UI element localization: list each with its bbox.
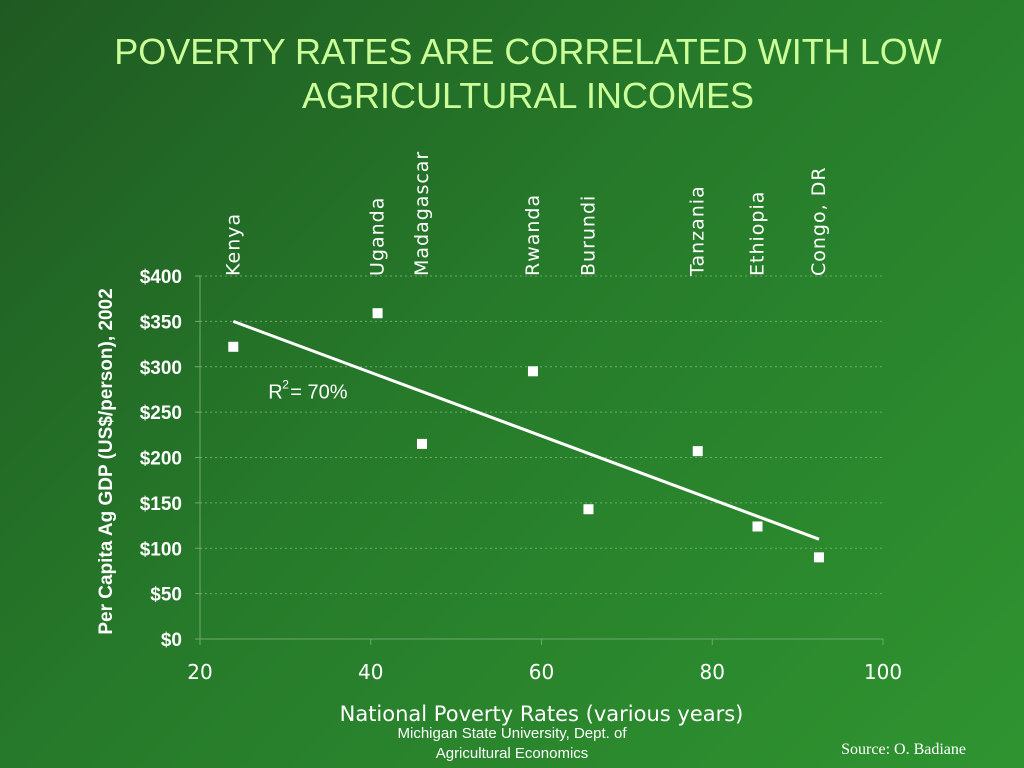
source-note: Source: O. Badiane <box>841 741 966 758</box>
country-label: Rwanda <box>522 194 544 276</box>
x-tick-label: 100 <box>864 660 902 684</box>
title-line-1: POVERTY RATES ARE CORRELATED WITH LOW <box>114 31 942 72</box>
slide-title: POVERTY RATES ARE CORRELATED WITH LOW AG… <box>40 30 1016 118</box>
data-point <box>416 438 427 449</box>
data-point <box>228 341 239 352</box>
y-tick-label: $300 <box>140 358 182 379</box>
y-tick-label: $100 <box>140 539 182 560</box>
country-label: Burundi <box>577 195 599 276</box>
y-tick-label: $50 <box>150 585 182 606</box>
data-point <box>692 446 703 457</box>
country-label: Uganda <box>367 197 389 276</box>
r-squared-superscript: 2 <box>282 378 289 392</box>
data-point <box>372 308 383 319</box>
y-tick-label: $350 <box>140 312 182 333</box>
y-tick-label: $200 <box>140 449 182 470</box>
x-tick-label: 40 <box>358 660 383 684</box>
footer-credit-line-2: Agricultural Economics <box>435 745 589 762</box>
data-point <box>527 366 538 377</box>
x-tick-label: 20 <box>187 660 212 684</box>
r-squared-label: R <box>268 382 282 404</box>
x-tick-label: 60 <box>529 660 554 684</box>
data-point <box>752 521 763 532</box>
country-label: Madagascar <box>411 151 433 276</box>
y-axis-title: Per Capita Ag GDP (US$/person), 2002 <box>96 288 117 634</box>
trend-line <box>232 319 820 541</box>
y-tick-label: $0 <box>161 630 182 651</box>
country-label: Congo, DR <box>808 166 830 276</box>
y-tick-label: $150 <box>140 494 182 515</box>
footer-credit-line-1: Michigan State University, Dept. of <box>397 725 627 742</box>
r-squared-value: = 70% <box>290 382 347 404</box>
footer-credit: Michigan State University, Dept. of Agri… <box>372 724 652 764</box>
country-label: Ethiopia <box>746 191 768 276</box>
country-label: Tanzania <box>687 185 709 277</box>
data-point <box>813 552 824 563</box>
x-axis-title: National Poverty Rates (various years) <box>340 702 744 726</box>
x-tick-label: 80 <box>700 660 725 684</box>
y-tick-label: $400 <box>140 267 182 288</box>
y-tick-label: $250 <box>140 403 182 424</box>
data-point <box>583 504 594 515</box>
title-line-2: AGRICULTURAL INCOMES <box>301 75 755 116</box>
country-label: Kenya <box>222 213 244 276</box>
